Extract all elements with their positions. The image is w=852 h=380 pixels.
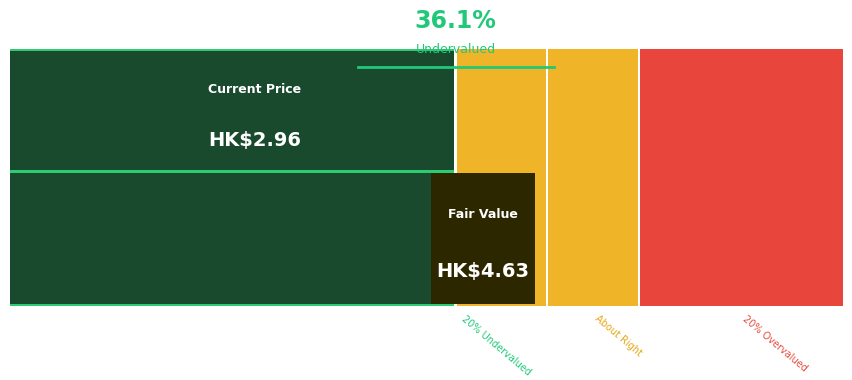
Bar xyxy=(10,173,534,304)
Text: 20% Overvalued: 20% Overvalued xyxy=(740,314,809,373)
Text: 36.1%: 36.1% xyxy=(414,9,496,33)
Bar xyxy=(636,49,639,306)
Bar xyxy=(454,49,457,306)
Bar xyxy=(455,49,638,306)
Bar xyxy=(430,173,534,304)
Text: Fair Value: Fair Value xyxy=(447,208,517,221)
Text: About Right: About Right xyxy=(592,314,643,358)
Bar xyxy=(10,49,455,306)
Bar xyxy=(10,51,455,170)
Bar xyxy=(638,49,842,306)
Bar xyxy=(545,49,548,306)
Text: HK$4.63: HK$4.63 xyxy=(435,262,528,281)
Text: 20% Undervalued: 20% Undervalued xyxy=(459,314,532,377)
Text: Undervalued: Undervalued xyxy=(415,43,495,56)
Text: HK$2.96: HK$2.96 xyxy=(208,131,301,150)
Text: Current Price: Current Price xyxy=(207,83,301,96)
